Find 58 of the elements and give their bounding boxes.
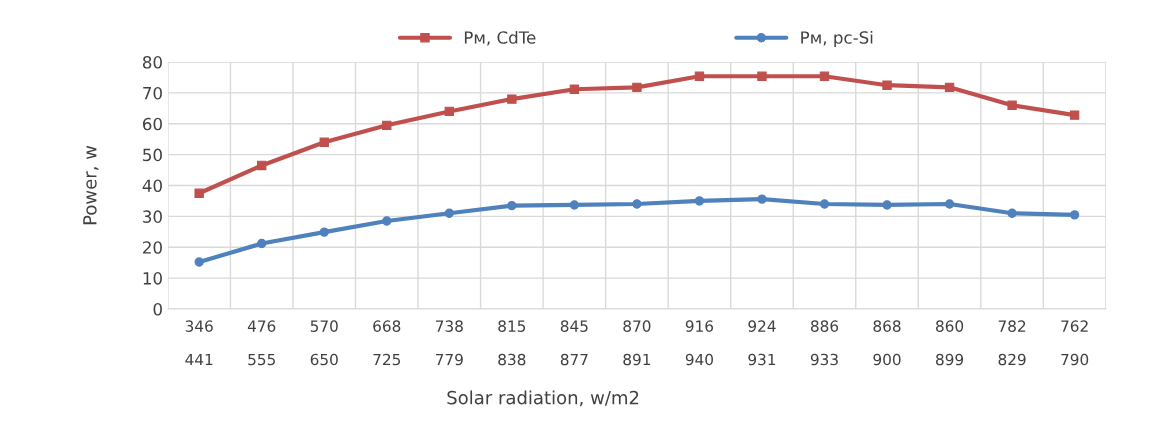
y-tick-label: 70 — [143, 86, 162, 100]
category-label: 868 900 — [873, 320, 901, 366]
category-label: 870 891 — [623, 320, 651, 366]
point — [569, 84, 580, 94]
category-label: 924 931 — [748, 320, 776, 366]
point — [569, 200, 580, 210]
y-tick-label: 80 — [142, 56, 162, 69]
category-label: 668 725 — [373, 320, 401, 366]
y-axis-title: Power, w — [83, 145, 99, 225]
point — [882, 80, 892, 90]
category-label: 346 441 — [185, 320, 213, 366]
y-tick-label: 20 — [143, 241, 162, 254]
legend-label: Pм, CdTe — [464, 30, 536, 46]
point — [1069, 210, 1080, 220]
category-label: 762 790 — [1061, 320, 1089, 366]
point — [1069, 110, 1080, 120]
y-tick-label: 50 — [143, 148, 162, 162]
legend-label: Pм, pc-Si — [801, 30, 873, 48]
category-label: 570 650 — [310, 320, 338, 366]
point — [882, 200, 892, 210]
point — [194, 188, 204, 198]
category-label: 860 899 — [936, 320, 964, 366]
point — [194, 257, 204, 267]
point — [694, 196, 705, 206]
point — [819, 71, 830, 81]
category-label: 815 838 — [498, 320, 526, 366]
category-label: 886 933 — [810, 320, 839, 366]
point — [444, 208, 454, 218]
point — [694, 71, 705, 81]
point — [632, 199, 642, 209]
point — [382, 120, 392, 131]
point — [944, 199, 955, 209]
y-tick-label: 60 — [143, 117, 162, 131]
point — [507, 200, 517, 211]
point — [319, 137, 329, 147]
point — [1007, 100, 1017, 110]
category-label: 782 829 — [998, 320, 1026, 366]
point — [632, 82, 642, 93]
category-label: 738 779 — [435, 320, 463, 366]
y-tick-label: 0 — [153, 302, 162, 316]
x-axis-title: Solar radiation, w/m2 — [447, 390, 639, 407]
y-tick-label: 30 — [143, 210, 162, 223]
point — [757, 71, 767, 81]
point — [257, 160, 267, 171]
y-tick-label: 10 — [143, 272, 162, 285]
point — [257, 238, 267, 249]
point — [444, 106, 454, 117]
point — [319, 227, 329, 237]
point — [944, 82, 955, 93]
category-label: 845 877 — [560, 320, 588, 366]
point — [819, 199, 830, 209]
point — [507, 94, 517, 104]
point — [1007, 208, 1017, 218]
category-label: 916 940 — [685, 320, 714, 366]
y-tick-label: 40 — [142, 179, 162, 193]
point — [382, 216, 392, 226]
category-label: 476 555 — [247, 320, 276, 366]
point — [757, 194, 767, 204]
